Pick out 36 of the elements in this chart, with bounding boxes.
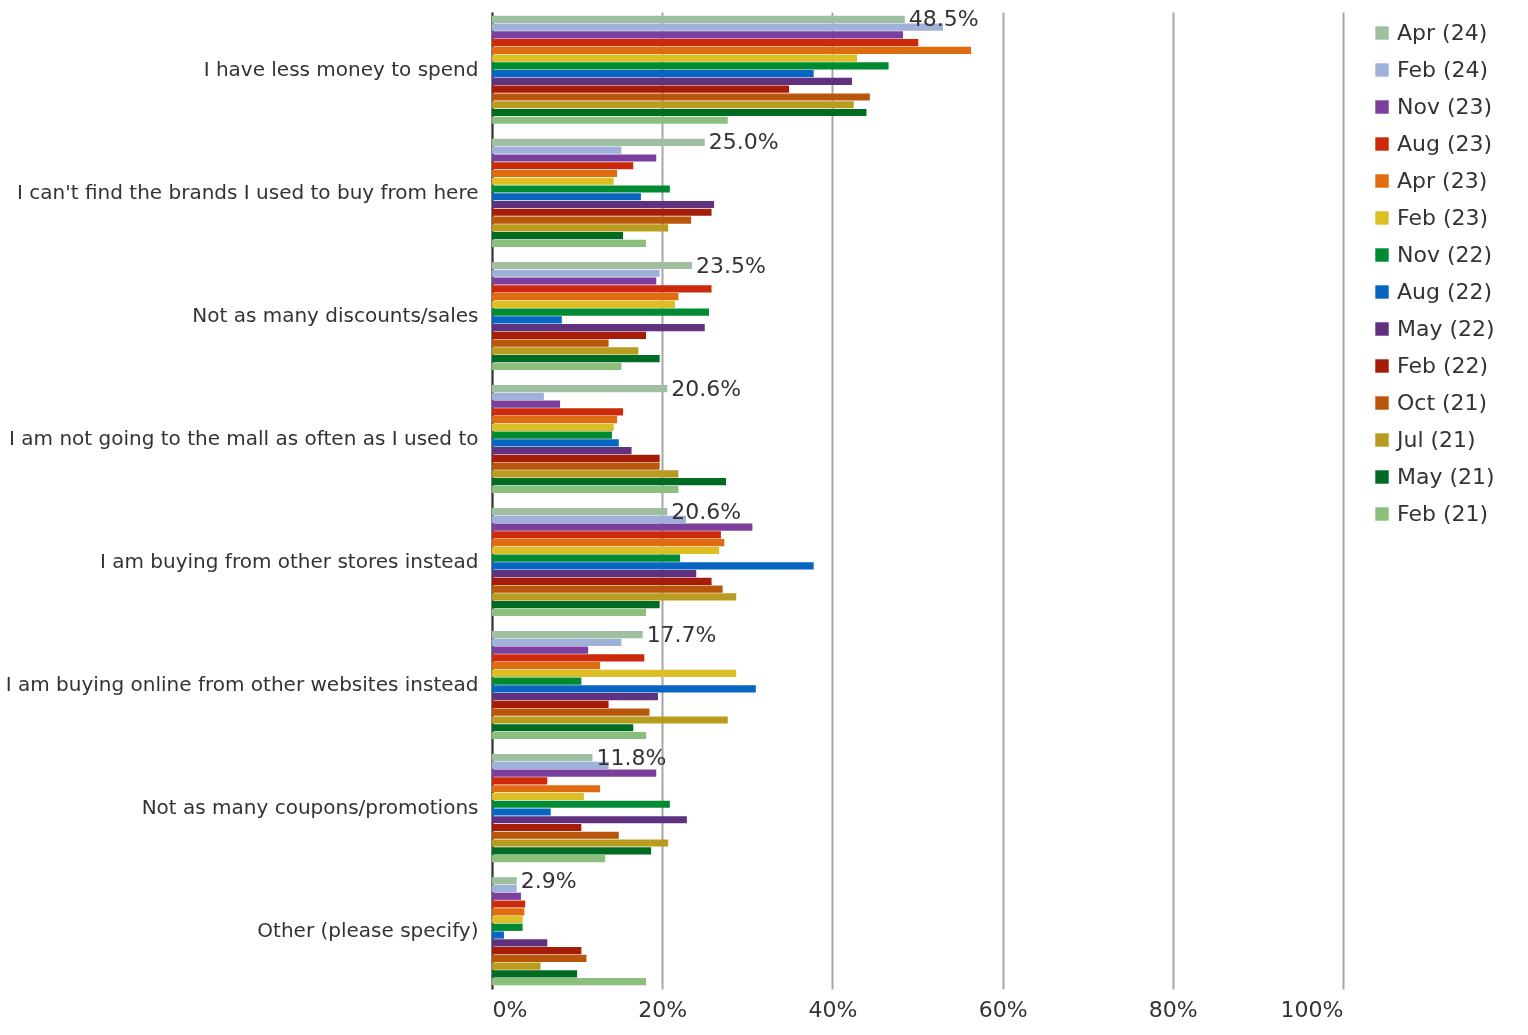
legend-label: May (22) — [1397, 316, 1495, 341]
x-tick-label: 20% — [638, 996, 688, 1022]
y-tick-label: I am not going to the mall as often as I used to — [9, 425, 479, 450]
data-label: 48.5% — [908, 6, 979, 32]
legend-label: Aug (22) — [1397, 279, 1493, 304]
data-label: 17.7% — [646, 621, 717, 647]
legend-label: May (21) — [1397, 464, 1495, 489]
legend-label: Aug (23) — [1397, 131, 1493, 156]
y-tick-label: Not as many coupons/promotions — [141, 795, 479, 820]
data-label: 2.9% — [520, 867, 577, 893]
legend-label: Feb (21) — [1397, 501, 1489, 526]
legend-label: Feb (23) — [1397, 205, 1489, 230]
data-label: 25.0% — [708, 129, 779, 155]
legend-label: Apr (24) — [1397, 20, 1488, 45]
data-label: 23.5% — [695, 252, 766, 278]
x-tick-label: 60% — [978, 996, 1028, 1022]
x-tick-label: 40% — [808, 996, 858, 1022]
legend-label: Nov (22) — [1397, 242, 1493, 267]
data-label: 11.8% — [596, 744, 667, 770]
data-label: 20.6% — [671, 498, 742, 524]
x-tick-label: 80% — [1148, 996, 1198, 1022]
legend-label: Jul (21) — [1395, 427, 1476, 452]
y-tick-label: I am buying from other stores instead — [100, 549, 479, 574]
legend-label: Feb (24) — [1397, 57, 1489, 82]
data-label: 20.6% — [671, 375, 742, 401]
legend-label: Oct (21) — [1397, 390, 1488, 415]
x-tick-label: 0% — [492, 996, 528, 1022]
y-tick-label: I have less money to spend — [203, 56, 479, 81]
y-tick-label: I am buying online from other websites instead — [5, 672, 479, 697]
y-tick-label: Not as many discounts/sales — [192, 302, 479, 327]
legend-label: Nov (23) — [1397, 94, 1493, 119]
y-tick-label: I can't find the brands I used to buy from here — [17, 179, 479, 204]
x-tick-label: 100% — [1280, 996, 1344, 1022]
legend-label: Feb (22) — [1397, 353, 1489, 378]
legend-label: Apr (23) — [1397, 168, 1488, 193]
y-tick-label: Other (please specify) — [257, 918, 479, 943]
